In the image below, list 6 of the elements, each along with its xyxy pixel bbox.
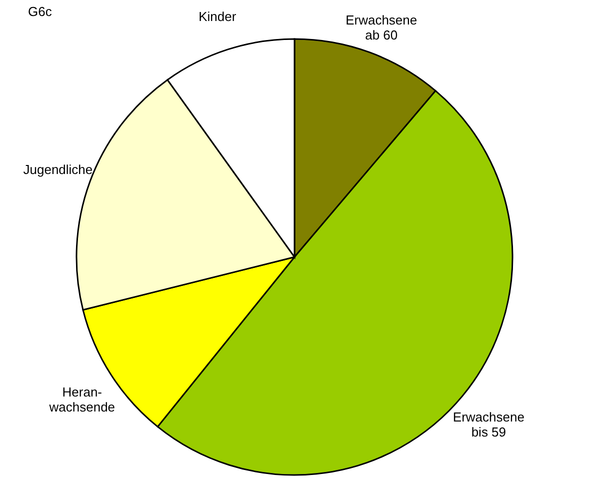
slice-label: Kinder xyxy=(198,9,237,24)
slice-label: Jugendliche xyxy=(23,162,93,178)
slice-label: Heran- wachsende xyxy=(48,384,116,415)
slice-label: Erwachsene bis 59 xyxy=(452,410,524,440)
slice-label: Erwachsene ab 60 xyxy=(346,12,418,42)
chart-title: G6c xyxy=(28,4,52,20)
